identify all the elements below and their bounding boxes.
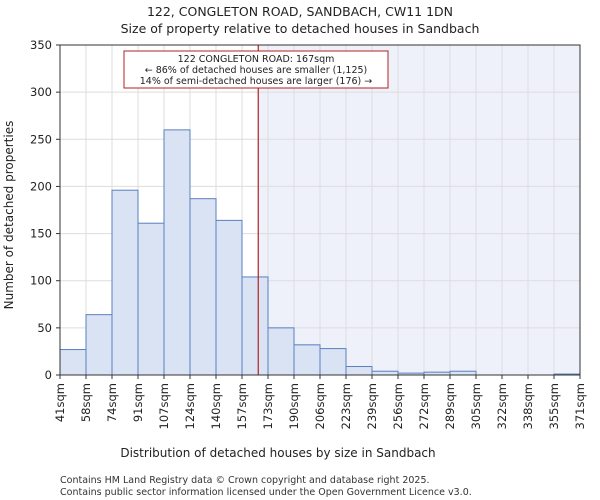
x-tick-label: 223sqm bbox=[339, 383, 353, 429]
x-tick-label: 58sqm bbox=[79, 383, 93, 422]
y-tick-label: 100 bbox=[30, 274, 52, 288]
annotation-line-1: 122 CONGLETON ROAD: 167sqm bbox=[178, 54, 335, 65]
x-tick-label: 173sqm bbox=[261, 383, 275, 429]
y-axis-label: Number of detached properties bbox=[2, 121, 16, 310]
x-tick-label: 91sqm bbox=[131, 383, 145, 422]
x-tick-label: 256sqm bbox=[391, 383, 405, 429]
highlight-region bbox=[258, 45, 580, 375]
y-tick-label: 0 bbox=[45, 368, 52, 382]
x-tick-label: 305sqm bbox=[469, 383, 483, 429]
x-tick-label: 157sqm bbox=[235, 383, 249, 429]
x-ticks: 41sqm 58sqm 74sqm 91sqm 107sqm 124sqm 140sqm 15… bbox=[53, 375, 587, 429]
y-tick-label: 50 bbox=[37, 321, 52, 335]
y-tick-label: 350 bbox=[30, 38, 52, 52]
bar bbox=[241, 276, 269, 376]
chart-title: 122, CONGLETON ROAD, SANDBACH, CW11 1DN bbox=[147, 4, 453, 19]
x-tick-label: 371sqm bbox=[573, 383, 587, 429]
x-tick-label: 239sqm bbox=[365, 383, 379, 429]
bar bbox=[345, 366, 373, 376]
annotation-line-2: ← 86% of detached houses are smaller (1,… bbox=[145, 65, 368, 76]
bar bbox=[371, 370, 399, 376]
x-tick-label: 206sqm bbox=[313, 383, 327, 429]
x-tick-label: 41sqm bbox=[53, 383, 67, 422]
chart-subtitle: Size of property relative to detached ho… bbox=[121, 21, 480, 36]
plot-background bbox=[258, 45, 580, 375]
x-tick-label: 338sqm bbox=[521, 383, 535, 429]
footer-line-2: Contains public sector information licen… bbox=[60, 487, 472, 498]
bar bbox=[319, 348, 347, 376]
x-tick-label: 322sqm bbox=[495, 383, 509, 429]
y-tick-label: 250 bbox=[30, 132, 52, 146]
y-tick-label: 300 bbox=[30, 85, 52, 99]
annotation-box bbox=[123, 50, 389, 89]
annotation-line-3: 14% of semi-detached houses are larger (… bbox=[140, 76, 373, 87]
y-ticks: 0 50 100 150 200 250 300 350 bbox=[30, 38, 60, 382]
x-tick-label: 355sqm bbox=[547, 383, 561, 429]
x-tick-label: 272sqm bbox=[417, 383, 431, 429]
x-tick-label: 74sqm bbox=[105, 383, 119, 422]
bar bbox=[163, 129, 191, 376]
x-tick-label: 124sqm bbox=[183, 383, 197, 429]
y-tick-label: 150 bbox=[30, 227, 52, 241]
bar bbox=[449, 370, 477, 376]
bar bbox=[59, 349, 87, 376]
bar bbox=[267, 327, 295, 376]
footer-line-1: Contains HM Land Registry data © Crown c… bbox=[60, 475, 430, 486]
x-tick-label: 289sqm bbox=[443, 383, 457, 429]
bar bbox=[189, 198, 217, 376]
bar bbox=[111, 189, 139, 376]
x-tick-label: 140sqm bbox=[209, 383, 223, 429]
bar bbox=[215, 219, 243, 376]
bar bbox=[85, 314, 113, 376]
bars bbox=[59, 129, 581, 376]
bar bbox=[137, 222, 165, 376]
marker-annotation: 122 CONGLETON ROAD: 167sqm ← 86% of deta… bbox=[123, 50, 389, 89]
bar bbox=[293, 344, 321, 376]
x-tick-label: 190sqm bbox=[287, 383, 301, 429]
x-tick-label: 107sqm bbox=[157, 383, 171, 429]
y-tick-label: 200 bbox=[30, 179, 52, 193]
x-axis-label: Distribution of detached houses by size … bbox=[120, 446, 435, 460]
